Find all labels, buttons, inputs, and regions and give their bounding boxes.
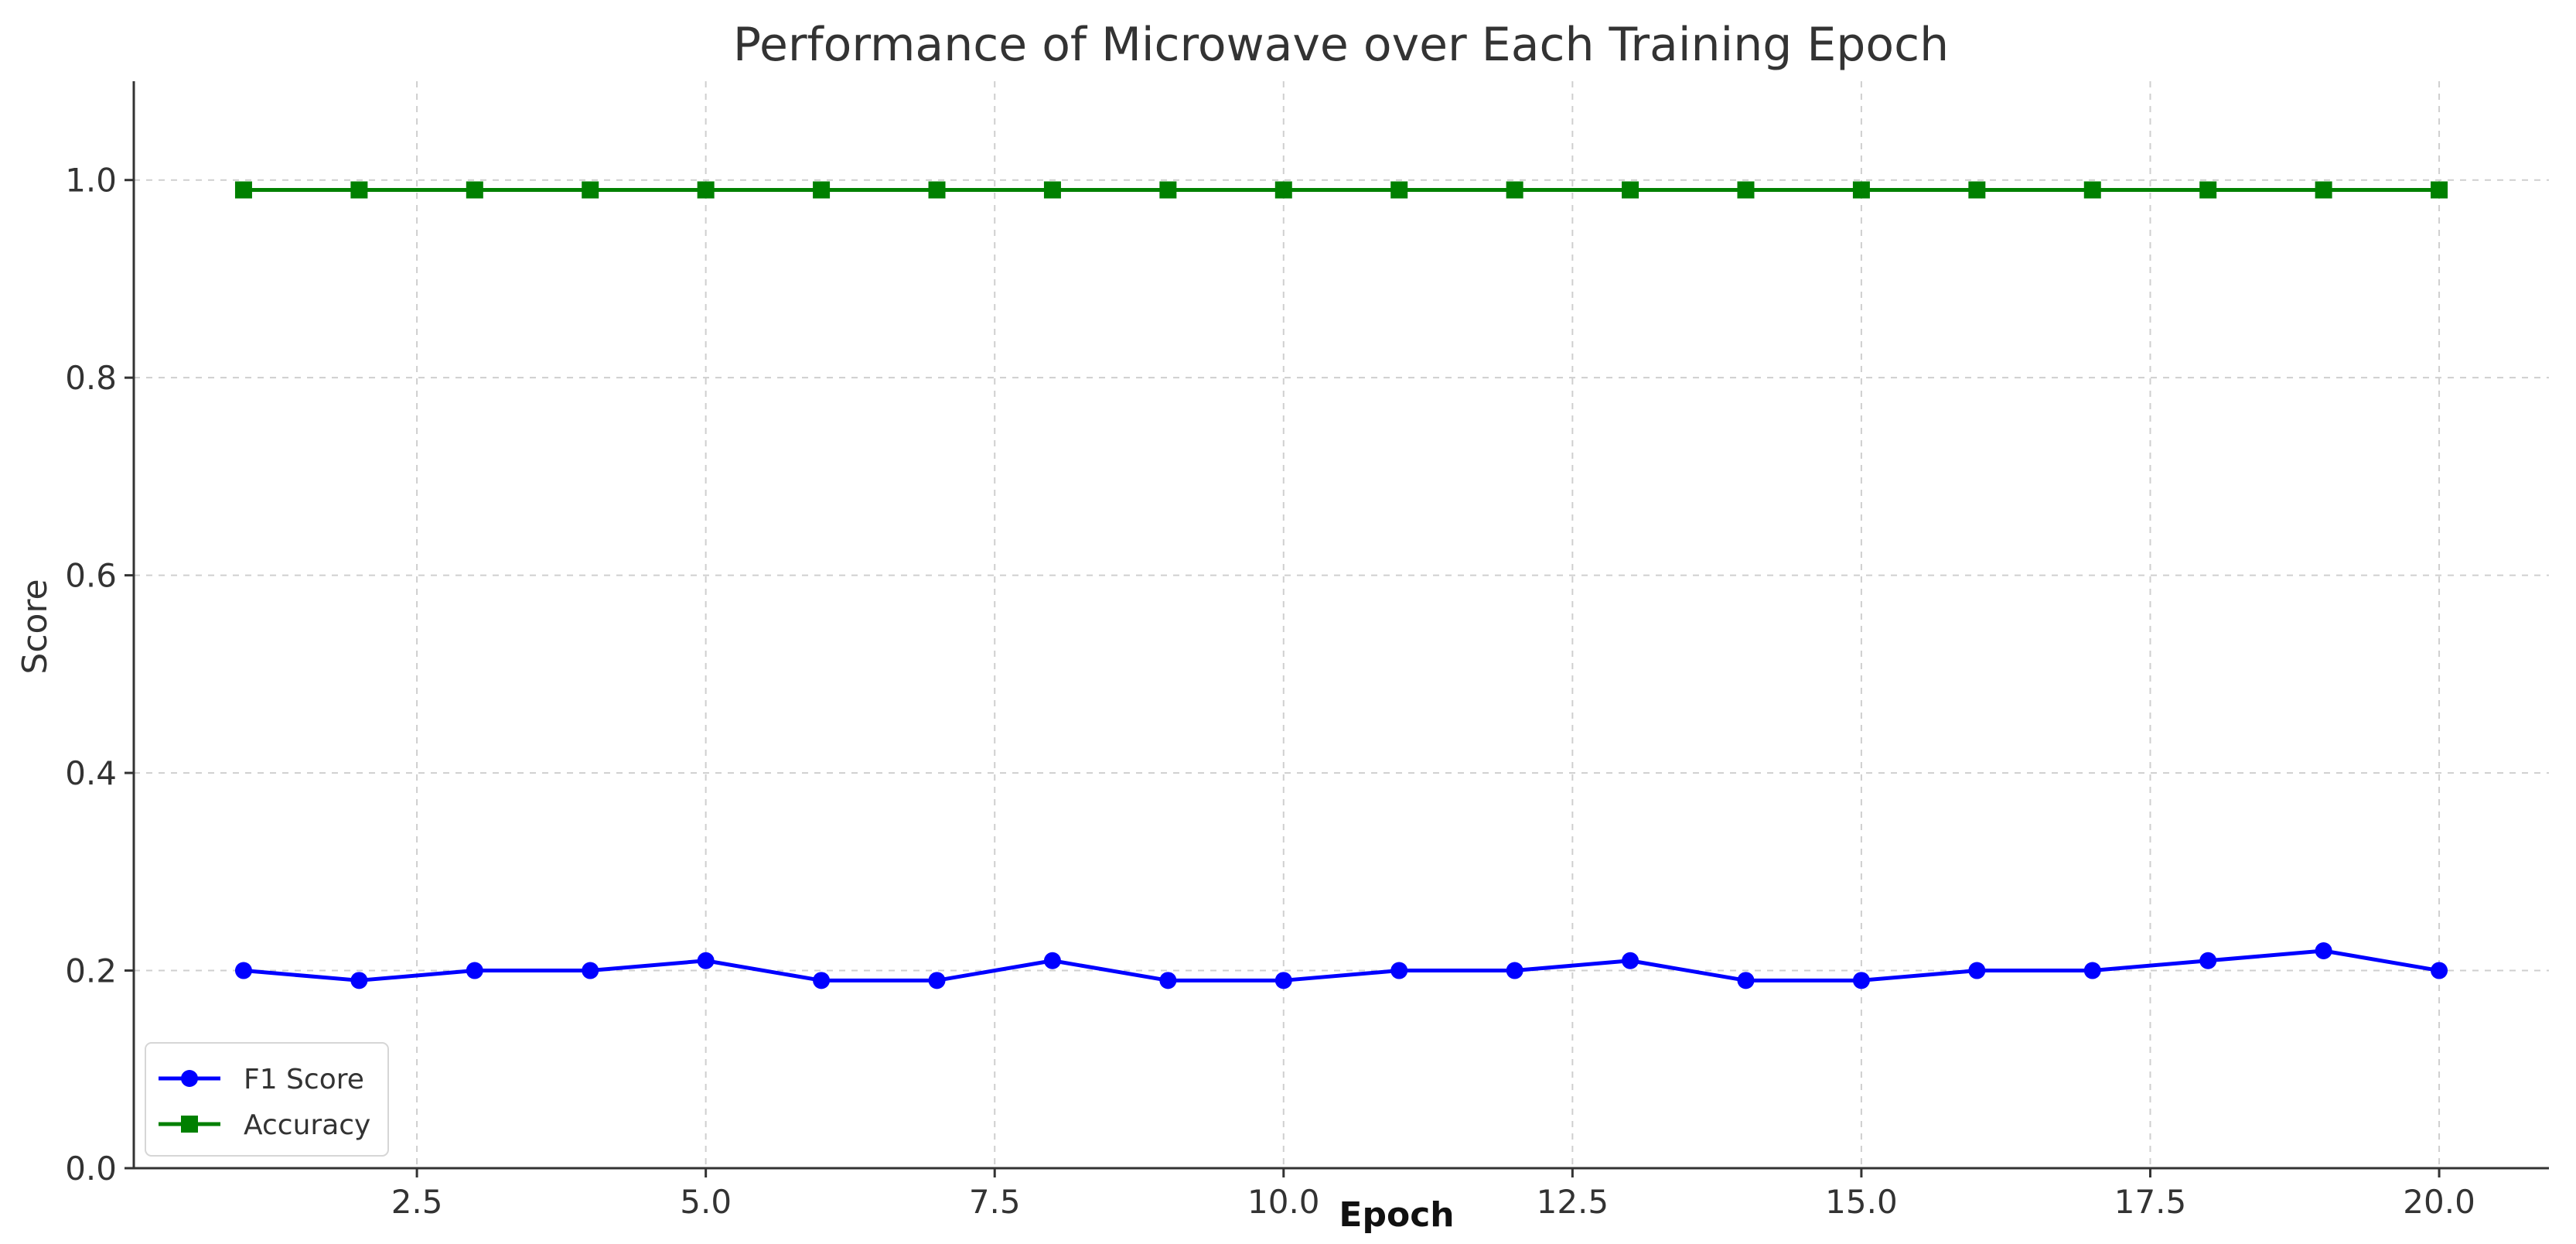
accuracy-point xyxy=(2315,181,2332,199)
f1-score-point xyxy=(1390,962,1408,979)
series-lines xyxy=(234,181,2448,989)
legend-box xyxy=(145,1042,389,1157)
y-tick-label: 0.6 xyxy=(65,557,117,595)
legend-accuracy-marker xyxy=(181,1116,198,1133)
f1-score-point xyxy=(697,952,715,969)
accuracy-point xyxy=(1622,181,1639,199)
legend-f1-label: F1 Score xyxy=(244,1064,364,1095)
f1-score-point xyxy=(234,962,252,979)
y-tick-label: 0.2 xyxy=(65,952,117,990)
legend: F1 Score Accuracy xyxy=(145,1042,389,1157)
f1-score-point xyxy=(582,962,599,979)
x-axis-label: Epoch xyxy=(1339,1195,1454,1235)
x-tick-label: 17.5 xyxy=(2114,1183,2187,1221)
accuracy-point xyxy=(697,181,715,199)
f1-score-point xyxy=(928,972,946,989)
accuracy-point xyxy=(1043,181,1061,199)
accuracy-point xyxy=(582,181,599,199)
f1-score-point xyxy=(350,972,368,989)
f1-score-point xyxy=(1043,952,1061,969)
f1-score-line xyxy=(241,948,2441,983)
y-tick-label: 0.8 xyxy=(65,359,117,397)
f1-score-point xyxy=(1852,972,1870,989)
chart-title: Performance of Microwave over Each Train… xyxy=(733,18,1949,72)
f1-score-point xyxy=(1968,962,1986,979)
accuracy-point xyxy=(2199,181,2217,199)
grid xyxy=(134,81,2549,1169)
f1-score-point xyxy=(1622,952,1639,969)
f1-score-point xyxy=(813,972,831,989)
f1-score-point xyxy=(2083,962,2101,979)
x-tick-label: 5.0 xyxy=(680,1183,732,1221)
accuracy-point xyxy=(813,181,831,199)
accuracy-point xyxy=(1390,181,1408,199)
accuracy-point xyxy=(350,181,368,199)
accuracy-point xyxy=(1852,181,1870,199)
legend-f1-marker xyxy=(181,1070,198,1087)
accuracy-point xyxy=(1968,181,1986,199)
accuracy-point xyxy=(466,181,483,199)
f1-score-point xyxy=(466,962,483,979)
y-tick-label: 0.0 xyxy=(65,1150,117,1188)
accuracy-point xyxy=(2431,181,2448,199)
y-axis-label: Score xyxy=(15,579,55,674)
f1-score-point xyxy=(1506,962,1523,979)
f1-score-point xyxy=(1159,972,1177,989)
f1-score-point xyxy=(1737,972,1755,989)
x-tick-label: 20.0 xyxy=(2403,1183,2475,1221)
f1-score-point xyxy=(2199,952,2217,969)
accuracy-point xyxy=(1274,181,1292,199)
accuracy-point xyxy=(1506,181,1523,199)
accuracy-point xyxy=(1737,181,1755,199)
accuracy-point xyxy=(928,181,946,199)
axes xyxy=(132,81,2549,1170)
x-tick-label: 12.5 xyxy=(1537,1183,1609,1221)
y-tick-label: 0.4 xyxy=(65,754,117,792)
accuracy-point xyxy=(2083,181,2101,199)
ticks: 2.5 5.0 7.5 10.0 12.5 15.0 17.5 20.0 0.0 0.2 0.4 0.… xyxy=(65,162,2475,1221)
y-tick-label: 1.0 xyxy=(65,162,117,200)
accuracy-point xyxy=(234,181,252,199)
x-tick-label: 15.0 xyxy=(1825,1183,1898,1221)
f1-score-point xyxy=(2315,942,2332,959)
f1-score-point xyxy=(1274,972,1292,989)
x-tick-label: 2.5 xyxy=(391,1183,443,1221)
x-tick-label: 10.0 xyxy=(1247,1183,1320,1221)
legend-accuracy-label: Accuracy xyxy=(244,1109,370,1141)
x-tick-label: 7.5 xyxy=(969,1183,1021,1221)
accuracy-point xyxy=(1159,181,1177,199)
f1-score-point xyxy=(2431,962,2448,979)
